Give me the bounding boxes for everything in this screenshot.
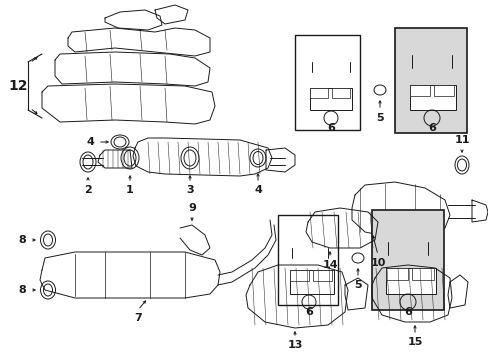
Ellipse shape bbox=[80, 152, 96, 172]
Bar bbox=[289, 270, 333, 294]
Text: 8: 8 bbox=[18, 235, 26, 245]
Text: 6: 6 bbox=[305, 307, 312, 317]
Polygon shape bbox=[68, 28, 209, 56]
Ellipse shape bbox=[181, 147, 199, 169]
Polygon shape bbox=[371, 265, 451, 322]
Text: 11: 11 bbox=[453, 135, 469, 145]
Bar bbox=[433, 85, 453, 96]
Bar bbox=[312, 270, 331, 281]
Polygon shape bbox=[447, 275, 467, 308]
Bar bbox=[409, 85, 455, 110]
Bar bbox=[385, 268, 407, 280]
Polygon shape bbox=[155, 5, 187, 24]
Text: 2: 2 bbox=[84, 185, 92, 195]
Ellipse shape bbox=[423, 110, 439, 126]
Polygon shape bbox=[305, 208, 377, 248]
Text: 5: 5 bbox=[353, 280, 361, 290]
Text: 6: 6 bbox=[326, 123, 334, 133]
Ellipse shape bbox=[351, 253, 363, 263]
Ellipse shape bbox=[324, 111, 337, 125]
Polygon shape bbox=[133, 138, 271, 176]
Text: 6: 6 bbox=[403, 307, 411, 317]
Text: 10: 10 bbox=[369, 258, 385, 268]
Bar bbox=[409, 85, 429, 96]
Text: 4: 4 bbox=[254, 185, 262, 195]
Text: 6: 6 bbox=[427, 123, 435, 133]
Bar bbox=[411, 268, 433, 280]
Ellipse shape bbox=[454, 156, 468, 174]
Ellipse shape bbox=[249, 149, 265, 167]
Bar bbox=[309, 88, 351, 110]
Polygon shape bbox=[55, 52, 209, 86]
Polygon shape bbox=[42, 84, 215, 124]
Polygon shape bbox=[40, 252, 220, 298]
Text: 8: 8 bbox=[18, 285, 26, 295]
Text: 7: 7 bbox=[134, 313, 142, 323]
Ellipse shape bbox=[121, 147, 139, 169]
Bar bbox=[394, 28, 466, 133]
Ellipse shape bbox=[111, 135, 129, 149]
Text: 14: 14 bbox=[322, 260, 337, 270]
Polygon shape bbox=[105, 10, 162, 30]
Bar bbox=[294, 35, 359, 130]
Ellipse shape bbox=[41, 231, 55, 249]
Ellipse shape bbox=[114, 137, 126, 147]
Text: 9: 9 bbox=[188, 203, 196, 213]
Ellipse shape bbox=[373, 85, 385, 95]
Polygon shape bbox=[345, 278, 367, 310]
Bar bbox=[385, 268, 435, 294]
Ellipse shape bbox=[399, 294, 415, 310]
Bar bbox=[278, 215, 337, 305]
Polygon shape bbox=[351, 182, 449, 238]
Text: 1: 1 bbox=[126, 185, 134, 195]
Bar bbox=[289, 270, 308, 281]
Text: 5: 5 bbox=[375, 113, 383, 123]
Polygon shape bbox=[245, 265, 347, 328]
Bar bbox=[331, 88, 349, 98]
Polygon shape bbox=[98, 150, 132, 168]
Bar bbox=[309, 88, 327, 98]
Text: 12: 12 bbox=[8, 79, 28, 93]
Bar bbox=[371, 210, 443, 310]
Ellipse shape bbox=[41, 281, 55, 299]
Polygon shape bbox=[265, 148, 294, 172]
Text: 13: 13 bbox=[287, 340, 302, 350]
Polygon shape bbox=[471, 200, 487, 222]
Text: 15: 15 bbox=[407, 337, 422, 347]
Text: 4: 4 bbox=[86, 137, 94, 147]
Ellipse shape bbox=[302, 295, 315, 309]
Text: 3: 3 bbox=[186, 185, 193, 195]
